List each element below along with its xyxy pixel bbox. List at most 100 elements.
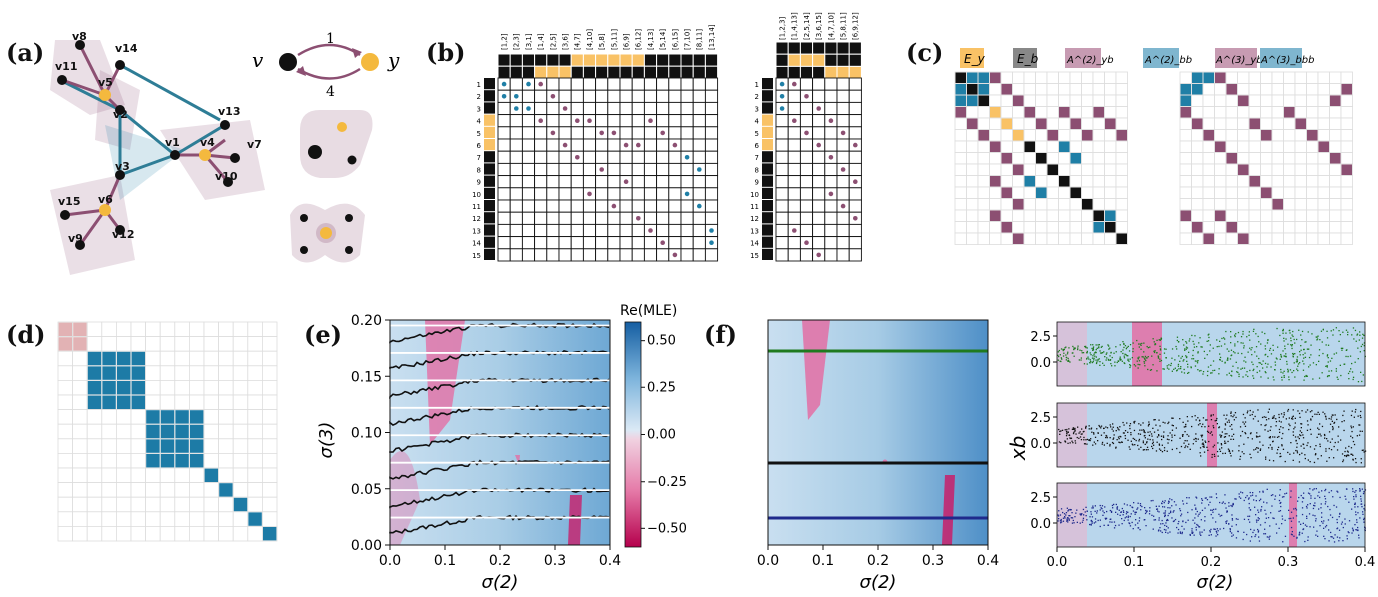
column-header: [6,15] bbox=[671, 29, 679, 50]
x-tick-label: 0.3 bbox=[922, 553, 944, 569]
row-label: 2 bbox=[755, 93, 759, 101]
right-x-axis-label: σ(2) bbox=[1197, 572, 1234, 593]
node-label: v4 bbox=[200, 136, 215, 149]
row-label: 9 bbox=[477, 179, 481, 187]
legend-ey: E_y bbox=[964, 52, 986, 66]
y-tick-label: 0.10 bbox=[351, 426, 382, 442]
row-label: 13 bbox=[750, 227, 759, 235]
x-tick-label: 0.4 bbox=[599, 553, 621, 569]
row-label: 3 bbox=[477, 105, 481, 113]
panel-b: (b) [1,2] [2,3] [3,1] [1,4] [2,5] [3,6] [4,7][… bbox=[420, 0, 900, 290]
column-header: [1,2,3] bbox=[779, 16, 787, 40]
node-label: v6 bbox=[98, 193, 113, 206]
x-axis-label: σ(2) bbox=[482, 572, 519, 593]
node-label: v5 bbox=[98, 76, 113, 89]
panel-d: (d) bbox=[0, 300, 290, 593]
hypergraph-diagram: v8 v14 v11 v5 v2 v13 v1 v4 v7 v3 v10 v15… bbox=[50, 30, 400, 275]
row-label: 5 bbox=[755, 130, 759, 138]
panel-e-label: (e) bbox=[304, 320, 342, 349]
panel-c-label: (c) bbox=[906, 38, 944, 67]
bifurcation-figure: 0.0 0.1 0.2 0.3 0.4 σ(2) 2.50.02.50.02.50.0 … bbox=[757, 319, 1376, 593]
y-tick-label: 0.05 bbox=[351, 482, 382, 498]
x-tick-label: 0.3 bbox=[544, 553, 566, 569]
row-label: 7 bbox=[477, 154, 481, 162]
column-header: [5,14] bbox=[659, 29, 667, 50]
node-label: v7 bbox=[247, 138, 262, 151]
panel-f: (f) 0.0 0.1 0.2 0.3 0.4 σ(2) 2.5 0.0 2.5 0.0 2.5… bbox=[690, 300, 1378, 593]
colorbar-title: Re(MLE) bbox=[620, 303, 677, 319]
column-header: [5,8,11] bbox=[840, 12, 848, 40]
column-header: [6,9] bbox=[623, 33, 631, 50]
legend-a3bbb: A^(3)_bbb bbox=[1260, 55, 1314, 66]
node-label: v12 bbox=[112, 228, 134, 241]
node-label: v10 bbox=[215, 170, 238, 183]
row-label: 14 bbox=[472, 240, 481, 248]
x-tick-label: 0.1 bbox=[434, 553, 456, 569]
legend-label: 1 bbox=[326, 31, 335, 47]
legend-eb: E_b bbox=[1017, 52, 1039, 66]
column-header: [5,11] bbox=[610, 29, 618, 50]
row-label: 4 bbox=[755, 118, 760, 126]
column-header: [1,4,13] bbox=[791, 12, 799, 40]
block-matrices: E_y E_b A^(2)_yb A^(2)_bb A^(3)_ybb A^(3… bbox=[954, 48, 1353, 245]
row-label: 10 bbox=[750, 191, 759, 199]
mle-heatmap-chart: 0.0 0.1 0.2 0.3 0.4 0.00 0.05 0.10 0.15 0.20 σ(2… bbox=[316, 303, 687, 593]
panel-b-label: (b) bbox=[426, 38, 466, 67]
block-diagonal-matrix bbox=[57, 321, 278, 542]
y-tick-label: 0.0 bbox=[1030, 437, 1051, 452]
x-axis-label: σ(2) bbox=[860, 572, 897, 593]
row-label: 2 bbox=[477, 93, 481, 101]
colorbar-tick-label: −0.25 bbox=[647, 475, 687, 490]
column-header: [4,10] bbox=[586, 29, 594, 50]
row-label: 6 bbox=[477, 142, 482, 150]
legend-label: 4 bbox=[326, 84, 335, 100]
x-tick-label: 0.2 bbox=[1201, 555, 1222, 570]
row-label: 4 bbox=[477, 118, 482, 126]
column-header: [3,6,15] bbox=[815, 12, 823, 40]
node-label: v2 bbox=[113, 108, 128, 121]
incidence-matrices: [1,2] [2,3] [3,1] [1,4] [2,5] [3,6] [4,7] [4,10… bbox=[472, 12, 862, 262]
x-tick-label: 0.1 bbox=[1124, 555, 1145, 570]
column-header: [2,5,14] bbox=[803, 12, 811, 40]
column-header: [1,4] bbox=[537, 33, 545, 50]
y-tick-label: 2.5 bbox=[1030, 330, 1051, 345]
hyperedge-shade bbox=[160, 120, 265, 200]
heatmap-area bbox=[768, 320, 988, 545]
y-tick-label: 2.5 bbox=[1030, 491, 1051, 506]
node-label: v11 bbox=[55, 60, 77, 73]
legend-a2bb: A^(2)_bb bbox=[1144, 55, 1192, 66]
x-tick-label: 0.4 bbox=[1355, 555, 1376, 570]
node-label: v9 bbox=[68, 232, 83, 245]
column-header: [6,9,12] bbox=[852, 12, 860, 40]
y-axis-label: σ(3) bbox=[316, 422, 337, 459]
column-header: [4,13] bbox=[647, 29, 655, 50]
row-label: 7 bbox=[755, 154, 759, 162]
node-label: v8 bbox=[72, 30, 87, 43]
column-header: [1,2] bbox=[501, 33, 509, 50]
y-tick-label: 0.20 bbox=[351, 313, 382, 329]
column-header: [7,10] bbox=[684, 29, 692, 50]
legend-y-label: y bbox=[387, 48, 400, 72]
y-tick-label: 0.00 bbox=[351, 538, 382, 554]
column-header: [3,6] bbox=[562, 33, 570, 50]
y-tick-label: 2.5 bbox=[1030, 411, 1051, 426]
panel-e: (e) 0.0 0.1 0.2 0.3 bbox=[290, 300, 690, 593]
panel-a-label: (a) bbox=[6, 38, 45, 67]
colorbar-tick-label: 0.50 bbox=[647, 334, 676, 349]
column-header: [2,3] bbox=[513, 33, 521, 50]
row-label: 9 bbox=[755, 179, 759, 187]
colorbar-tick-label: 0.25 bbox=[647, 380, 676, 395]
row-label: 1 bbox=[755, 81, 759, 89]
column-header: [8,11] bbox=[696, 29, 704, 50]
row-label: 8 bbox=[477, 166, 481, 174]
colorbar-tick-label: 0.00 bbox=[647, 428, 676, 443]
row-label: 11 bbox=[750, 203, 759, 211]
row-label: 13 bbox=[472, 227, 481, 235]
node-label: v14 bbox=[115, 42, 138, 55]
colorbar-tick-label: −0.50 bbox=[647, 521, 687, 536]
bifurcation-subplot bbox=[1057, 322, 1365, 386]
row-label: 15 bbox=[472, 252, 481, 260]
x-tick-label: 0.0 bbox=[379, 553, 401, 569]
row-label: 3 bbox=[755, 105, 759, 113]
right-y-axis-label: xb bbox=[1006, 436, 1030, 462]
